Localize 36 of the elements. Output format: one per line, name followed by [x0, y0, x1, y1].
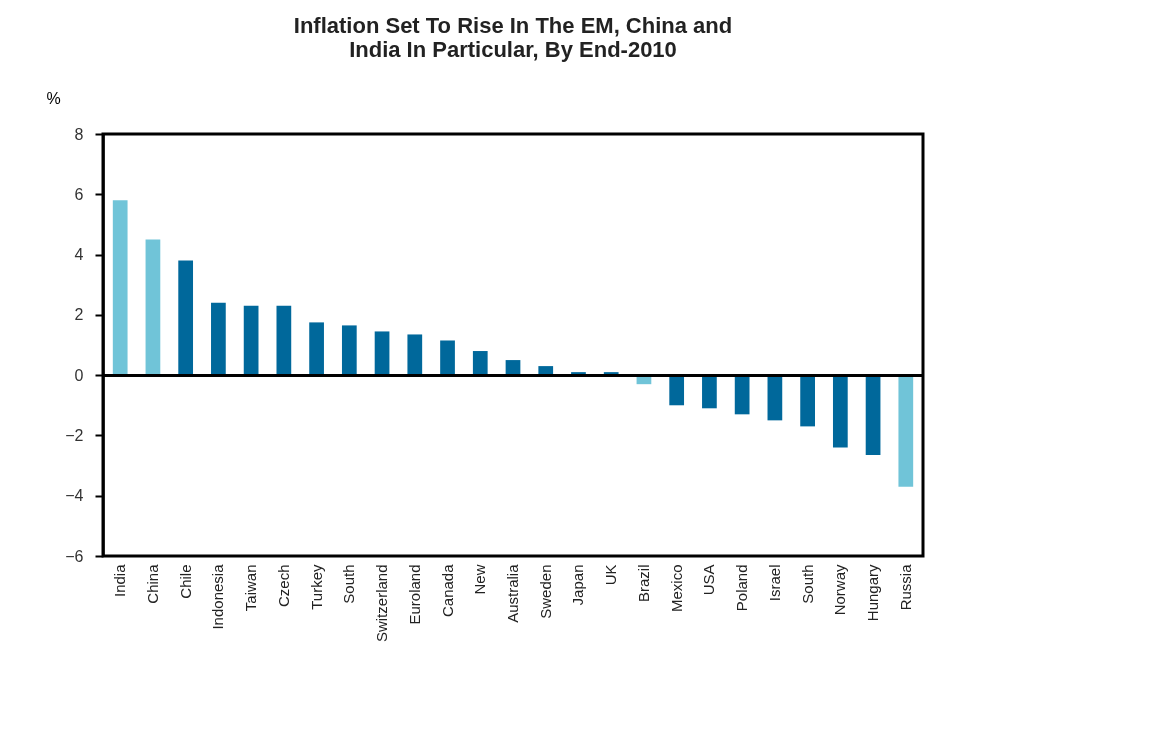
x-tick-label: Czech	[274, 564, 292, 608]
x-tick-label: UK	[602, 564, 620, 586]
x-tick-label: Chile	[176, 564, 194, 599]
x-tick-label: Norway	[831, 564, 849, 616]
text: India In Particular, By End-2010	[349, 37, 677, 62]
y-tick-label: 0	[74, 366, 84, 384]
text: Inflation Set To Rise In The EM, China and	[293, 13, 733, 38]
x-tick-label: China	[143, 563, 161, 604]
y-tick-label: 2	[74, 306, 84, 324]
y-tick-label: −6	[65, 547, 84, 565]
x-tick-label: New	[471, 564, 489, 595]
x-tick-label: India	[111, 563, 129, 598]
x-tick-label: Mexico	[667, 564, 685, 613]
x-tick-label: Switzerland	[373, 564, 391, 643]
x-tick-label: Hungary	[864, 564, 882, 622]
y-tick-label: −4	[65, 487, 84, 505]
y-tick-label: 6	[74, 185, 84, 203]
x-tick-label: Japan	[569, 564, 587, 606]
y-tick-label: 8	[74, 125, 84, 143]
x-tick-label: USA	[700, 564, 718, 596]
x-tick-label: Israel	[765, 564, 783, 602]
x-tick-label: Poland	[733, 564, 751, 612]
x-tick-label: South	[798, 564, 816, 604]
x-tick-label: Euroland	[405, 564, 423, 625]
y-axis-title: %	[46, 89, 61, 107]
x-tick-label: Turkey	[307, 564, 325, 610]
x-tick-label: Indonesia	[209, 563, 227, 630]
x-tick-label: South	[340, 564, 358, 604]
x-tick-label: Taiwan	[242, 564, 260, 612]
x-tick-label: Brazil	[634, 564, 652, 603]
x-tick-label: Sweden	[536, 564, 554, 619]
x-tick-label: Australia	[504, 563, 521, 623]
y-tick-label: −2	[65, 426, 84, 444]
x-tick-label: Russia	[896, 563, 914, 611]
x-tick-label: Canada	[438, 563, 456, 618]
y-tick-label: 4	[74, 246, 84, 264]
